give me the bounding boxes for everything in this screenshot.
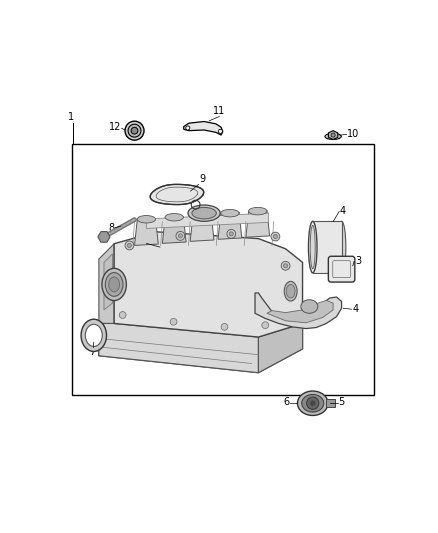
Ellipse shape xyxy=(221,209,239,217)
Circle shape xyxy=(331,133,335,137)
Ellipse shape xyxy=(109,277,120,292)
Polygon shape xyxy=(326,399,335,407)
Polygon shape xyxy=(328,131,338,140)
Text: 7: 7 xyxy=(90,347,96,357)
Ellipse shape xyxy=(105,272,123,296)
Circle shape xyxy=(127,244,131,247)
Polygon shape xyxy=(99,324,258,373)
Circle shape xyxy=(281,261,290,270)
Polygon shape xyxy=(114,232,303,337)
Ellipse shape xyxy=(325,133,341,140)
Text: 4: 4 xyxy=(340,206,346,216)
Ellipse shape xyxy=(310,225,315,269)
Ellipse shape xyxy=(302,394,324,412)
Polygon shape xyxy=(184,122,223,135)
Ellipse shape xyxy=(192,207,216,219)
Polygon shape xyxy=(267,301,333,323)
Text: 10: 10 xyxy=(347,129,360,139)
Polygon shape xyxy=(134,219,158,245)
Polygon shape xyxy=(190,214,214,241)
Polygon shape xyxy=(99,244,114,356)
Circle shape xyxy=(176,231,185,240)
Polygon shape xyxy=(162,216,186,244)
Ellipse shape xyxy=(102,268,127,301)
Ellipse shape xyxy=(284,281,297,301)
Polygon shape xyxy=(150,184,204,205)
Polygon shape xyxy=(104,254,113,310)
Text: 11: 11 xyxy=(213,106,226,116)
Ellipse shape xyxy=(137,215,155,223)
Text: 1: 1 xyxy=(68,111,74,122)
Circle shape xyxy=(119,312,126,318)
Text: 6: 6 xyxy=(283,397,290,407)
Circle shape xyxy=(221,324,228,330)
Circle shape xyxy=(186,126,190,130)
Polygon shape xyxy=(258,324,303,373)
Circle shape xyxy=(131,127,138,134)
Ellipse shape xyxy=(188,205,220,221)
Polygon shape xyxy=(246,211,270,237)
Ellipse shape xyxy=(85,324,102,346)
Polygon shape xyxy=(255,293,342,328)
Text: 9: 9 xyxy=(199,174,205,184)
Polygon shape xyxy=(146,213,268,229)
Polygon shape xyxy=(313,221,342,273)
Circle shape xyxy=(170,318,177,325)
Circle shape xyxy=(283,264,288,268)
FancyBboxPatch shape xyxy=(328,256,355,282)
Ellipse shape xyxy=(297,391,328,415)
Ellipse shape xyxy=(193,212,211,219)
Ellipse shape xyxy=(249,207,267,215)
Circle shape xyxy=(271,232,280,241)
Bar xyxy=(72,143,374,395)
Polygon shape xyxy=(99,324,303,373)
Ellipse shape xyxy=(308,221,317,273)
Ellipse shape xyxy=(81,319,106,351)
Circle shape xyxy=(219,130,223,133)
Text: 3: 3 xyxy=(355,256,361,265)
Circle shape xyxy=(273,235,277,239)
Polygon shape xyxy=(218,213,242,239)
Text: 5: 5 xyxy=(338,397,344,407)
Text: 4: 4 xyxy=(352,304,358,314)
Circle shape xyxy=(310,400,315,406)
Ellipse shape xyxy=(165,214,184,221)
Circle shape xyxy=(125,241,134,250)
Circle shape xyxy=(229,232,233,236)
Text: 12: 12 xyxy=(109,122,121,132)
Circle shape xyxy=(262,322,268,328)
Text: 2: 2 xyxy=(139,238,146,248)
Ellipse shape xyxy=(286,285,295,298)
Circle shape xyxy=(128,124,141,137)
Circle shape xyxy=(125,121,144,140)
Circle shape xyxy=(227,229,236,238)
Circle shape xyxy=(178,234,182,238)
Ellipse shape xyxy=(337,221,346,273)
Ellipse shape xyxy=(301,300,318,313)
Text: 8: 8 xyxy=(108,223,114,233)
Polygon shape xyxy=(98,232,110,242)
Circle shape xyxy=(307,397,319,409)
